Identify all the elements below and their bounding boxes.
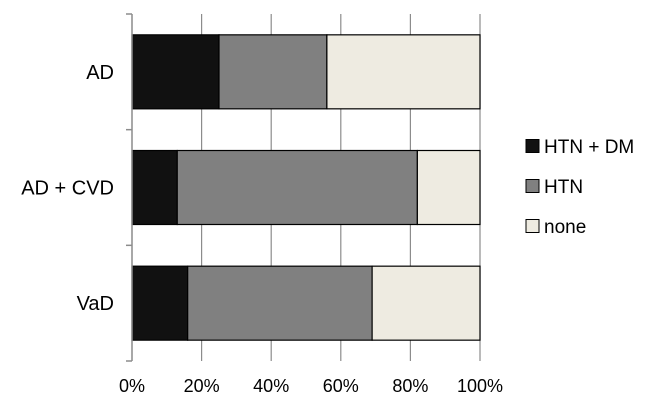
bar-segment — [176, 149, 418, 226]
bar-segment — [326, 34, 481, 110]
legend-swatch — [525, 179, 540, 193]
legend-label: HTN — [544, 177, 583, 198]
category-labels: AD AD + CVD VaD — [21, 62, 114, 315]
category-label: AD + CVD — [21, 178, 114, 200]
bar-segment — [131, 265, 189, 341]
legend-swatch — [525, 139, 540, 153]
category-label: AD — [86, 62, 114, 84]
bar-segment — [131, 149, 178, 226]
legend: HTN + DM HTN none — [525, 137, 634, 238]
bar-segment — [371, 265, 481, 341]
legend-label: HTN + DM — [544, 137, 634, 158]
legend-label: none — [544, 217, 586, 238]
bar-segment — [131, 34, 220, 110]
x-tick-labels: 0% 20% 40% 60% 80% 100% — [119, 376, 503, 396]
x-tick-label: 60% — [323, 376, 359, 396]
bar-segment — [218, 34, 328, 110]
legend-swatch — [525, 219, 540, 233]
category-axis — [126, 13, 133, 362]
category-label: VaD — [77, 293, 114, 315]
x-tick-label: 20% — [184, 376, 220, 396]
x-tick-label: 100% — [457, 376, 503, 396]
bar-segment — [187, 265, 373, 341]
bars — [131, 34, 481, 341]
x-tick-label: 40% — [253, 376, 289, 396]
x-tick-label: 80% — [392, 376, 428, 396]
bar-segment — [416, 149, 481, 226]
x-tick-label: 0% — [119, 376, 145, 396]
